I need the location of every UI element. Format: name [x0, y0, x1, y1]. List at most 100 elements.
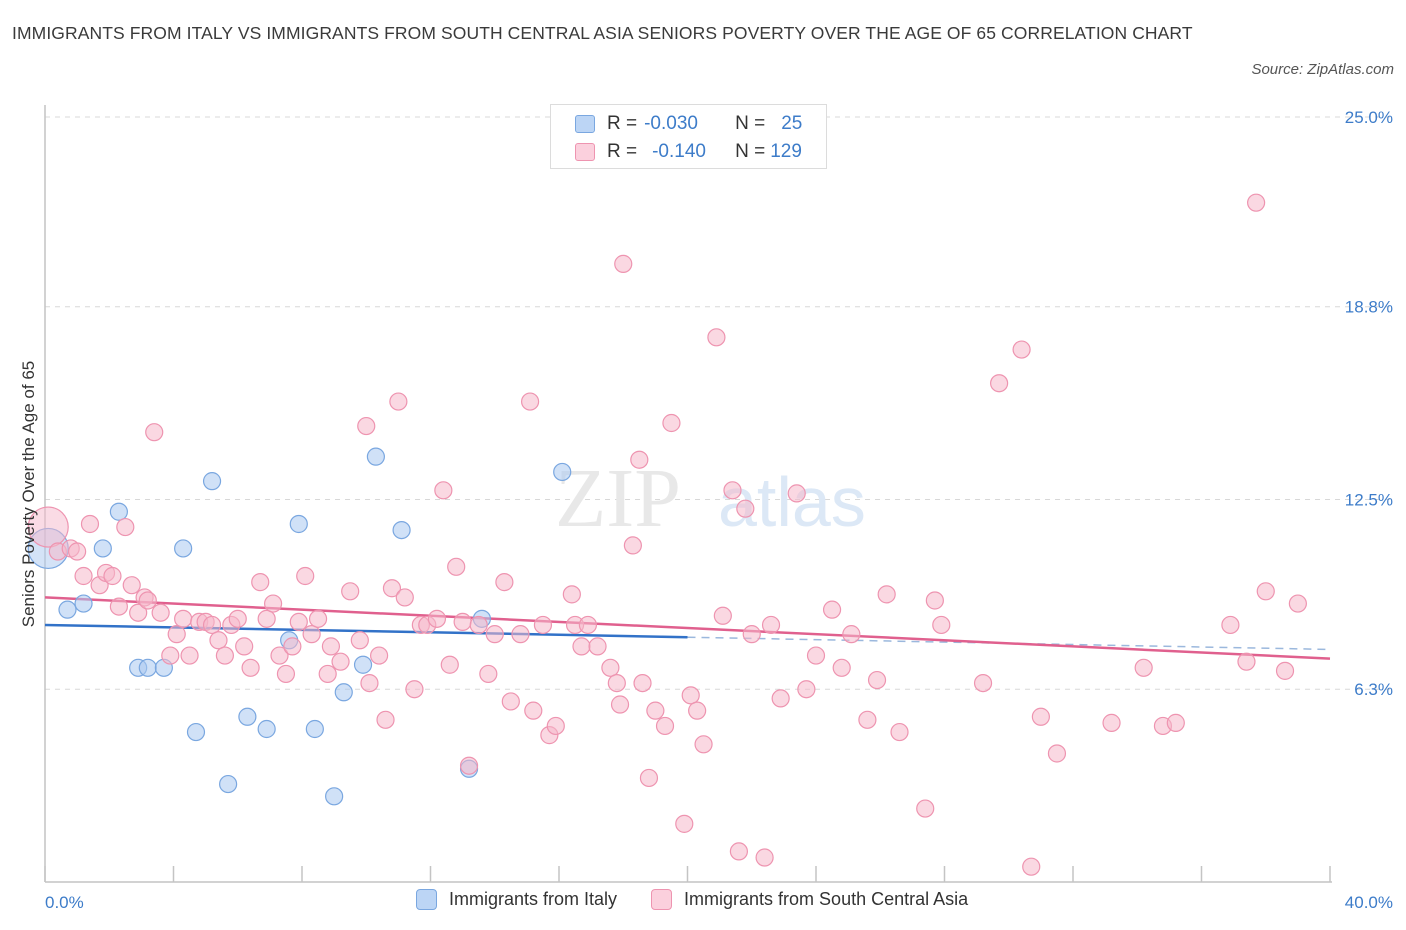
- sca-point: [707, 328, 726, 347]
- sca-point: [341, 582, 360, 601]
- sca-point: [607, 673, 626, 693]
- italy-point: [366, 447, 385, 466]
- italy-point: [553, 462, 572, 482]
- trend-line-italy-extension: [687, 636, 1331, 651]
- sca-point: [533, 615, 553, 635]
- sca-point: [382, 579, 402, 598]
- sca-point: [662, 413, 681, 433]
- grid-lines: [45, 116, 1392, 690]
- sca-point: [376, 710, 395, 729]
- sca-point: [215, 646, 234, 665]
- sca-point: [1012, 340, 1031, 359]
- sca-point: [1221, 615, 1240, 635]
- sca-point: [257, 609, 276, 628]
- sca-point: [688, 701, 707, 720]
- sca-point: [167, 625, 186, 644]
- sca-point: [806, 646, 826, 665]
- legend-r-value-italy: -0.030: [644, 113, 698, 134]
- sca-point: [1022, 857, 1041, 876]
- sca-point: [633, 673, 652, 693]
- sca-point: [973, 673, 993, 693]
- sca-point: [395, 588, 414, 607]
- sca-point: [459, 756, 479, 775]
- series-sca-points: [27, 193, 1307, 876]
- sca-point: [639, 768, 659, 788]
- sca-point: [877, 585, 896, 604]
- sca-point: [116, 517, 135, 537]
- sca-point: [1102, 713, 1121, 732]
- sca-point: [832, 658, 851, 677]
- legend-r-label: R =: [607, 141, 638, 162]
- sca-point: [601, 658, 620, 677]
- trend-lines: [44, 596, 1331, 660]
- sca-point: [27, 506, 69, 548]
- sca-point: [501, 692, 520, 711]
- sca-point: [241, 658, 260, 677]
- legend-r-value-sca: -0.140: [652, 141, 706, 162]
- italy-point: [138, 658, 157, 677]
- sca-point: [1275, 661, 1295, 680]
- sca-point: [389, 392, 408, 411]
- sca-point: [694, 735, 713, 754]
- sca-point: [289, 612, 308, 632]
- sca-point: [520, 392, 540, 411]
- sca-point: [524, 701, 543, 720]
- sca-point: [1288, 594, 1307, 613]
- sca-point: [578, 615, 598, 635]
- legend-label-sca: Immigrants from South Central Asia: [684, 889, 969, 909]
- sca-point: [990, 374, 1009, 393]
- legend-r-label: R =: [607, 113, 638, 134]
- sca-point: [331, 652, 350, 671]
- sca-point: [174, 609, 193, 628]
- sca-point: [485, 625, 504, 644]
- trend-line-italy: [44, 623, 688, 639]
- legend-row-sca: R = -0.140 N = 129: [575, 140, 802, 164]
- sca-point: [357, 416, 376, 436]
- italy-point: [174, 539, 193, 558]
- sca-point: [296, 566, 315, 586]
- italy-point: [186, 722, 206, 742]
- sca-point: [180, 646, 199, 665]
- sca-point: [614, 254, 633, 273]
- legend-n-value-sca: 129: [770, 141, 802, 162]
- sca-point: [842, 625, 861, 644]
- sca-point: [80, 514, 100, 534]
- sca-point: [68, 542, 87, 561]
- sca-point: [755, 848, 774, 867]
- sca-point: [228, 609, 247, 628]
- y-tick-label: 6.3%: [1354, 680, 1393, 699]
- chart-title: IMMIGRANTS FROM ITALY VS IMMIGRANTS FROM…: [12, 23, 1193, 43]
- sca-point: [925, 591, 944, 610]
- sca-point: [235, 637, 254, 656]
- sca-point: [495, 573, 514, 592]
- sca-point: [546, 716, 565, 736]
- sca-point: [511, 625, 530, 644]
- italy-point: [238, 707, 257, 726]
- sca-point: [771, 689, 790, 708]
- sca-point: [932, 615, 951, 635]
- italy-point: [93, 539, 112, 558]
- sca-point: [479, 664, 498, 684]
- italy-point: [325, 787, 344, 806]
- sca-point: [270, 646, 289, 665]
- sca-point: [302, 625, 321, 644]
- italy-point: [353, 655, 373, 674]
- y-tick-label: 25.0%: [1345, 108, 1393, 127]
- legend-n-label: N =: [735, 141, 766, 162]
- sca-point: [453, 612, 472, 632]
- x-tick-label: 40.0%: [1345, 893, 1393, 912]
- italy-point: [74, 594, 93, 613]
- sca-point: [308, 609, 328, 628]
- legend-swatch-sca: [651, 889, 673, 910]
- sca-point: [370, 646, 389, 665]
- watermark-zip: ZIP: [555, 452, 681, 545]
- sca-point: [572, 637, 591, 656]
- axes: [44, 105, 1332, 883]
- sca-point: [251, 573, 270, 592]
- sca-point: [562, 585, 581, 604]
- watermark: ZIP atlas: [555, 452, 866, 545]
- sca-point: [681, 686, 700, 705]
- italy-point: [109, 502, 128, 521]
- sca-point: [822, 600, 842, 619]
- italy-point: [58, 600, 77, 619]
